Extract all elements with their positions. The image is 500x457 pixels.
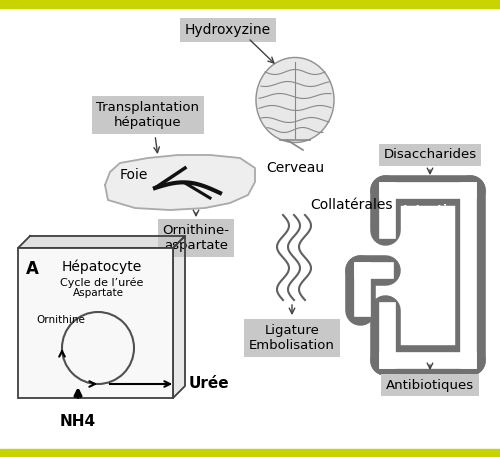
Text: Disaccharides: Disaccharides — [384, 149, 476, 161]
Text: NH4: NH4 — [60, 414, 96, 429]
Text: Cycle de l’urée: Cycle de l’urée — [60, 278, 143, 288]
Text: Ligature
Embolisation: Ligature Embolisation — [249, 324, 335, 352]
Text: Foie: Foie — [120, 168, 148, 182]
Polygon shape — [105, 155, 255, 210]
Polygon shape — [173, 236, 185, 398]
Text: Antibiotiques: Antibiotiques — [386, 378, 474, 392]
Text: Collatérales: Collatérales — [310, 198, 392, 212]
Text: Ornithine: Ornithine — [36, 315, 85, 325]
Ellipse shape — [256, 58, 334, 143]
Text: Intestin: Intestin — [403, 203, 457, 217]
Text: Hépatocyte: Hépatocyte — [62, 260, 142, 275]
Text: Ornithine-
aspartate: Ornithine- aspartate — [162, 224, 230, 252]
Text: Urée: Urée — [189, 377, 230, 392]
Polygon shape — [18, 236, 185, 248]
Text: A: A — [26, 260, 39, 278]
Text: Hydroxyzine: Hydroxyzine — [185, 23, 271, 37]
Text: Aspartate: Aspartate — [72, 288, 124, 298]
Bar — [18, 248, 173, 398]
Text: Cerveau: Cerveau — [266, 161, 324, 175]
Bar — [0, 0, 500, 8]
Text: Transplantation
hépatique: Transplantation hépatique — [96, 101, 200, 129]
Bar — [0, 449, 500, 457]
